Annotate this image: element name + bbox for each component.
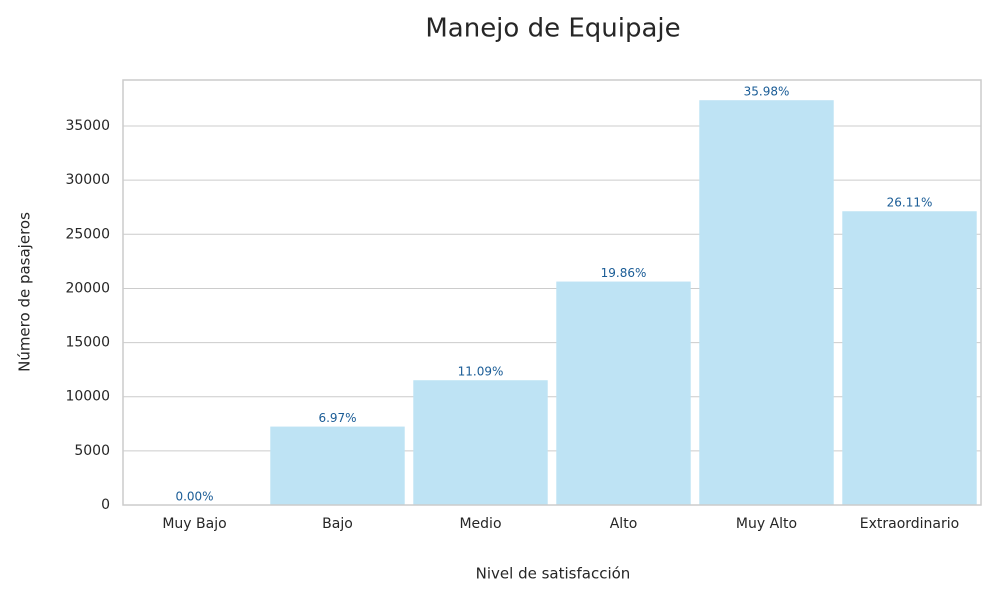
x-axis-label: Nivel de satisfacción [476, 565, 631, 583]
plot-frame [122, 79, 982, 506]
bar [842, 211, 977, 505]
y-axis-label: Número de pasajeros [16, 212, 34, 372]
bar [270, 426, 405, 505]
x-tick-label: Alto [610, 516, 638, 532]
value-label: 35.98% [744, 85, 790, 99]
value-label: 19.86% [601, 266, 647, 280]
x-tick-label: Extraordinario [860, 516, 959, 532]
y-tick-label: 20000 [65, 280, 110, 296]
y-tick-label: 5000 [74, 443, 110, 459]
y-tick-label: 15000 [65, 335, 110, 351]
y-tick-label: 10000 [65, 389, 110, 405]
x-tick-label: Muy Bajo [162, 516, 226, 532]
value-label: 11.09% [458, 365, 504, 379]
x-tick-label: Muy Alto [736, 516, 797, 532]
value-label: 26.11% [887, 196, 933, 210]
y-tick-label: 25000 [65, 226, 110, 242]
chart-title: Manejo de Equipaje [425, 14, 680, 44]
x-tick-label: Bajo [322, 516, 353, 532]
bar [699, 100, 834, 506]
value-label: 6.97% [318, 411, 356, 425]
bar [413, 380, 548, 505]
y-tick-label: 35000 [65, 118, 110, 134]
value-label: 0.00% [175, 489, 213, 503]
y-tick-label: 0 [101, 497, 110, 513]
x-tick-label: Medio [459, 516, 501, 532]
y-tick-label: 30000 [65, 172, 110, 188]
bar [556, 281, 691, 505]
